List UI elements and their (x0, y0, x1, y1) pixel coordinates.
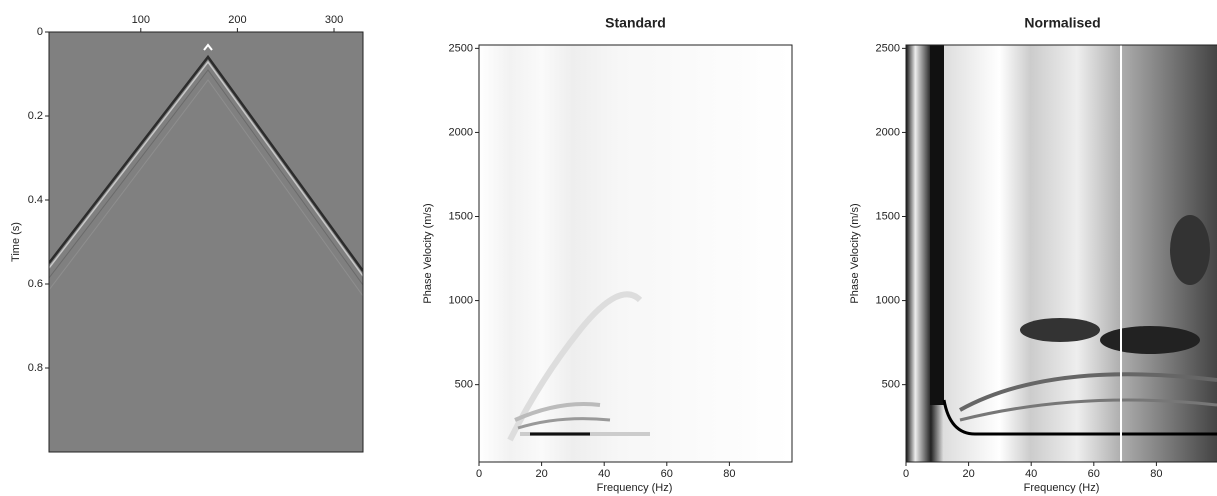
panel-title: Standard (605, 15, 666, 31)
x-tick-label: 40 (1025, 468, 1037, 480)
axes-frame (48, 31, 364, 453)
panel-title: Normalised (1024, 15, 1100, 31)
y-tick-label: 500 (882, 379, 900, 391)
x-tick-label: 100 (132, 14, 150, 26)
y-tick-label: 1000 (876, 294, 900, 306)
x-tick-label: 60 (1088, 468, 1100, 480)
x-tick-label: 80 (723, 468, 735, 480)
y-tick-label: 0 (37, 26, 43, 38)
normalised-image (906, 45, 1217, 462)
x-tick-label: 0 (903, 468, 909, 480)
x-tick-label: 300 (325, 14, 343, 26)
standard-image (479, 45, 792, 462)
y-axis-label: Time (s) (10, 222, 22, 262)
axes-frame (905, 44, 1217, 463)
x-tick-label: 200 (228, 14, 246, 26)
y-tick-label: 1500 (449, 210, 473, 222)
x-axis-label: Frequency (Hz) (1024, 482, 1100, 494)
x-tick-label: 60 (661, 468, 673, 480)
y-tick-label: 2000 (449, 126, 473, 138)
axes-frame (478, 44, 793, 463)
y-tick-label: 1500 (876, 210, 900, 222)
y-tick-label: 2500 (449, 42, 473, 54)
x-tick-label: 20 (962, 468, 974, 480)
y-tick-label: 2500 (876, 42, 900, 54)
y-tick-label: 0.6 (28, 278, 43, 290)
y-axis-label: Phase Velocity (m/s) (849, 203, 861, 303)
x-tick-label: 20 (535, 468, 547, 480)
y-tick-label: 1000 (449, 294, 473, 306)
y-tick-label: 0.4 (28, 194, 43, 206)
y-tick-label: 0.8 (28, 362, 43, 374)
x-axis-label: Frequency (Hz) (597, 482, 673, 494)
gather-image (49, 32, 363, 452)
x-tick-label: 80 (1150, 468, 1162, 480)
x-tick-label: 40 (598, 468, 610, 480)
y-tick-label: 500 (455, 379, 473, 391)
y-tick-label: 2000 (876, 126, 900, 138)
x-tick-label: 0 (476, 468, 482, 480)
y-axis-label: Phase Velocity (m/s) (422, 203, 434, 303)
y-tick-label: 0.2 (28, 110, 43, 122)
